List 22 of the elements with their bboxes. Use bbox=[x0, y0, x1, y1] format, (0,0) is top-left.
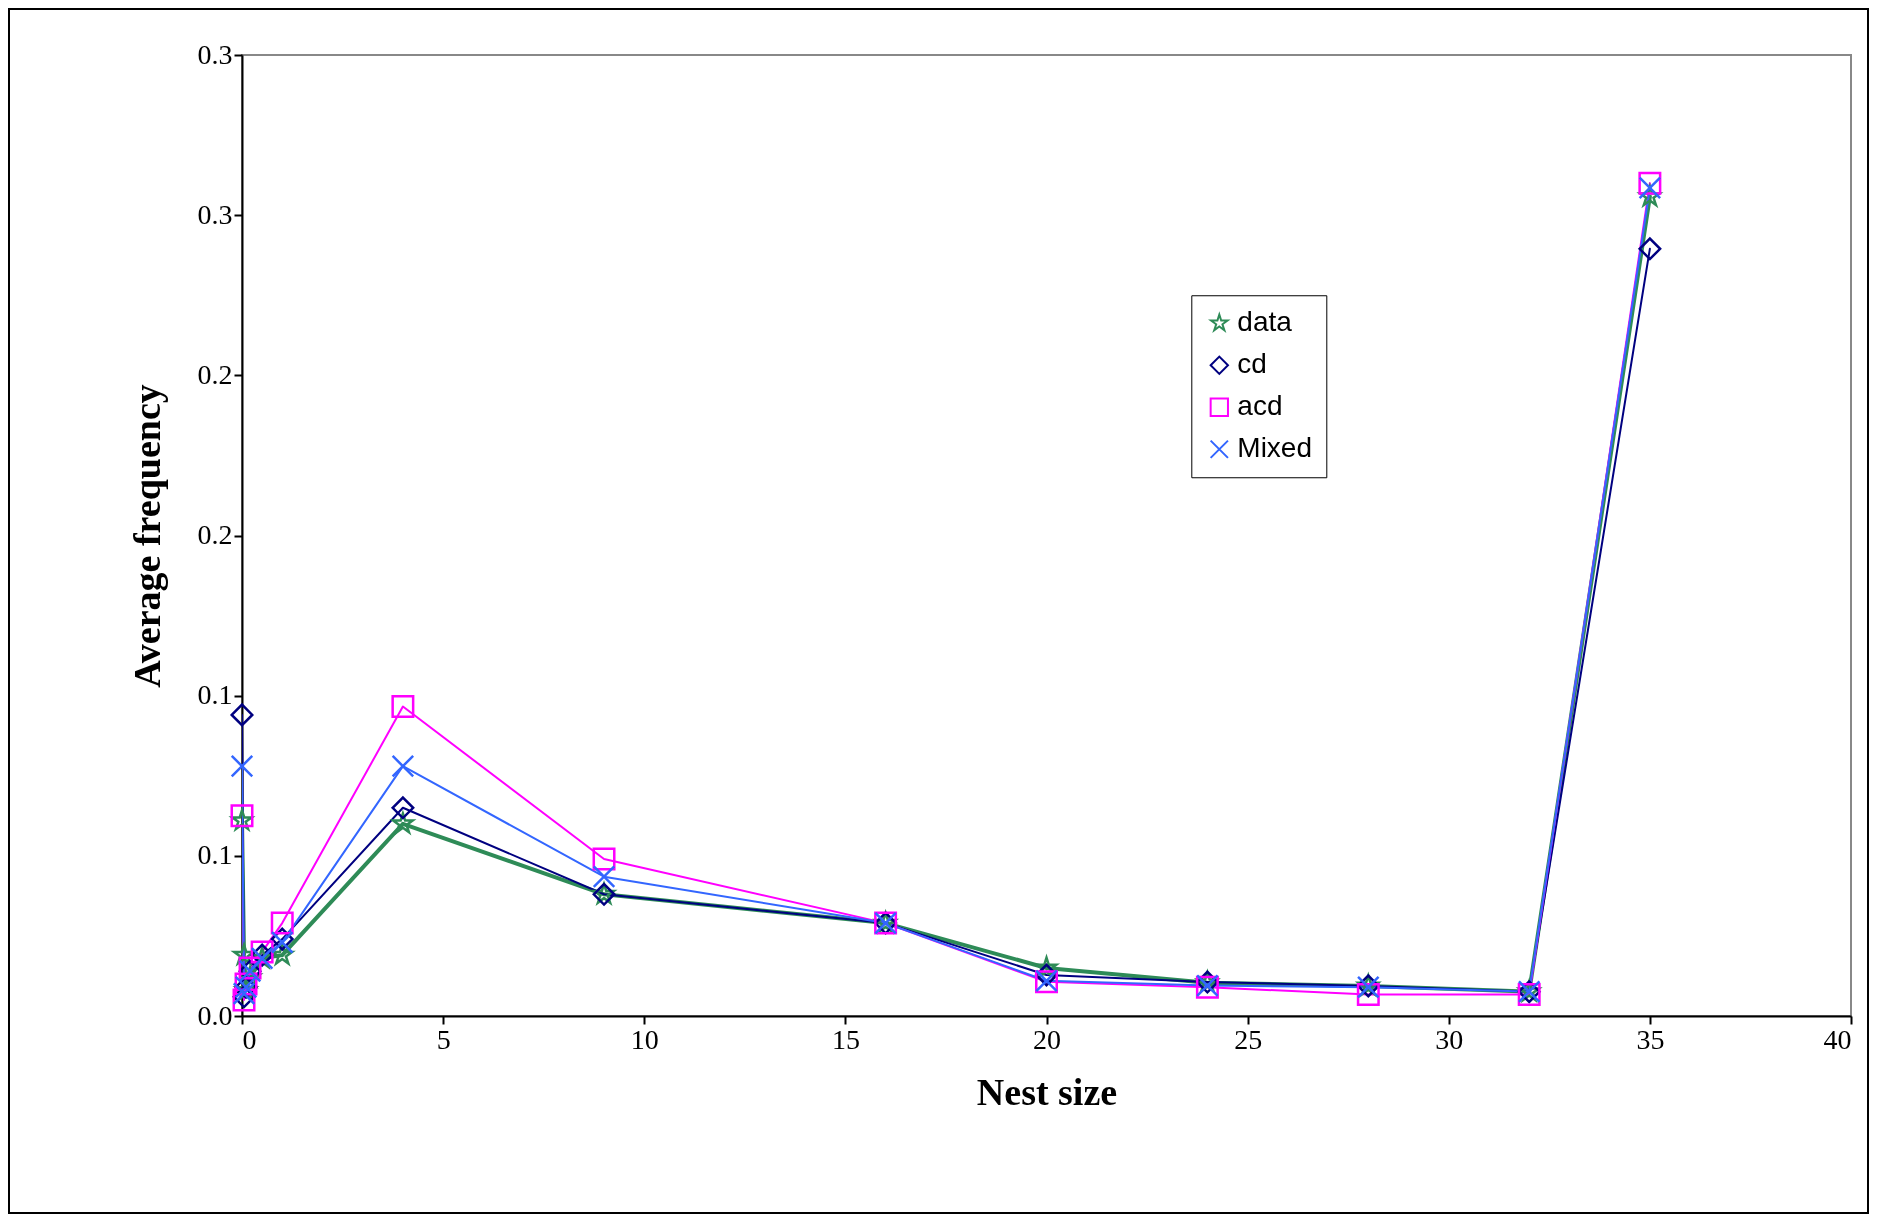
y-tick-label: 0.1 bbox=[197, 839, 233, 871]
x-tick-label: 15 bbox=[831, 1023, 860, 1055]
legend-label: Mixed bbox=[1237, 432, 1313, 464]
x-tick-label: 5 bbox=[436, 1023, 451, 1055]
legend-label: cd bbox=[1237, 348, 1267, 380]
x-tick-label: 40 bbox=[1823, 1023, 1852, 1055]
x-tick-label: 0 bbox=[242, 1023, 257, 1055]
legend-label: acd bbox=[1237, 390, 1283, 422]
y-tick-label: 0.2 bbox=[197, 519, 233, 550]
y-tick-label: 0.2 bbox=[197, 358, 233, 390]
x-axis-title: Nest size bbox=[976, 1070, 1118, 1113]
x-tick-label: 35 bbox=[1636, 1023, 1665, 1055]
y-tick-label: 0.1 bbox=[197, 679, 233, 711]
y-tick-label: 0.3 bbox=[197, 198, 233, 230]
x-tick-label: 10 bbox=[630, 1023, 659, 1055]
x-tick-label: 30 bbox=[1435, 1023, 1464, 1055]
legend-label: data bbox=[1237, 306, 1293, 338]
y-tick-label: 0.3 bbox=[197, 38, 233, 70]
x-tick-label: 25 bbox=[1234, 1023, 1263, 1055]
y-axis-title: Average frequency bbox=[125, 384, 168, 688]
x-tick-label: 20 bbox=[1033, 1023, 1061, 1055]
y-tick-label: 0.0 bbox=[197, 999, 233, 1031]
